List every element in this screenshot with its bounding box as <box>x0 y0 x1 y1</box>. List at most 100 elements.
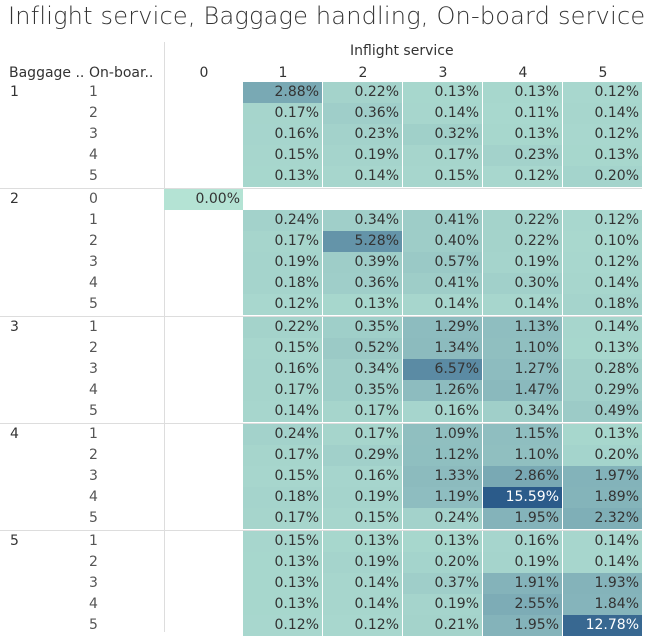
heatmap-cell[interactable]: 0.13% <box>243 573 322 594</box>
heatmap-cell[interactable]: 0.14% <box>563 317 642 338</box>
heatmap-cell[interactable]: 0.12% <box>563 82 642 103</box>
heatmap-cell[interactable]: 0.15% <box>403 166 482 187</box>
heatmap-cell[interactable]: 0.14% <box>483 294 562 315</box>
heatmap-cell[interactable]: 0.13% <box>323 294 402 315</box>
heatmap-cell[interactable]: 1.95% <box>483 508 562 529</box>
heatmap-cell[interactable]: 0.13% <box>243 166 322 187</box>
heatmap-cell[interactable]: 0.17% <box>243 103 322 124</box>
heatmap-cell[interactable]: 0.18% <box>563 294 642 315</box>
heatmap-cell[interactable]: 1.10% <box>483 338 562 359</box>
heatmap-cell[interactable]: 0.57% <box>403 252 482 273</box>
heatmap-cell[interactable]: 0.14% <box>403 103 482 124</box>
heatmap-cell[interactable]: 0.17% <box>243 508 322 529</box>
heatmap-cell[interactable]: 0.19% <box>403 594 482 615</box>
heatmap-cell[interactable]: 2.88% <box>243 82 322 103</box>
heatmap-cell[interactable]: 0.13% <box>483 124 562 145</box>
heatmap-cell[interactable]: 1.97% <box>563 466 642 487</box>
heatmap-cell[interactable]: 0.14% <box>563 531 642 552</box>
row-header-onboard[interactable]: On-boar.. <box>89 65 154 81</box>
heatmap-cell[interactable]: 0.14% <box>243 401 322 422</box>
heatmap-cell[interactable]: 2.32% <box>563 508 642 529</box>
heatmap-cell[interactable]: 0.22% <box>483 231 562 252</box>
heatmap-cell[interactable]: 0.35% <box>323 380 402 401</box>
heatmap-cell[interactable]: 0.13% <box>563 424 642 445</box>
heatmap-cell[interactable]: 0.14% <box>403 294 482 315</box>
heatmap-cell[interactable]: 1.47% <box>483 380 562 401</box>
heatmap-cell[interactable]: 0.19% <box>483 552 562 573</box>
heatmap-cell[interactable]: 0.17% <box>243 445 322 466</box>
heatmap-cell[interactable]: 0.13% <box>483 82 562 103</box>
heatmap-cell[interactable]: 0.19% <box>323 487 402 508</box>
heatmap-cell[interactable]: 1.13% <box>483 317 562 338</box>
heatmap-cell[interactable]: 0.39% <box>323 252 402 273</box>
heatmap-cell[interactable]: 0.22% <box>483 210 562 231</box>
heatmap-cell[interactable]: 0.15% <box>243 531 322 552</box>
heatmap-cell[interactable]: 0.12% <box>243 294 322 315</box>
heatmap-cell[interactable]: 0.14% <box>323 166 402 187</box>
heatmap-cell[interactable]: 0.13% <box>403 82 482 103</box>
heatmap-cell[interactable]: 0.13% <box>403 531 482 552</box>
heatmap-cell[interactable]: 1.84% <box>563 594 642 615</box>
heatmap-cell[interactable]: 0.11% <box>483 103 562 124</box>
heatmap-cell[interactable]: 0.13% <box>323 531 402 552</box>
heatmap-cell[interactable]: 0.00% <box>164 189 243 210</box>
heatmap-cell[interactable]: 6.57% <box>403 359 482 380</box>
heatmap-cell[interactable]: 0.23% <box>483 145 562 166</box>
heatmap-cell[interactable]: 0.52% <box>323 338 402 359</box>
heatmap-cell[interactable]: 1.26% <box>403 380 482 401</box>
heatmap-cell[interactable]: 0.17% <box>323 424 402 445</box>
heatmap-cell[interactable]: 1.33% <box>403 466 482 487</box>
heatmap-cell[interactable]: 0.12% <box>483 166 562 187</box>
heatmap-cell[interactable]: 0.19% <box>483 252 562 273</box>
heatmap-cell[interactable]: 0.14% <box>563 273 642 294</box>
heatmap-cell[interactable]: 1.27% <box>483 359 562 380</box>
heatmap-cell[interactable]: 0.17% <box>243 231 322 252</box>
heatmap-cell[interactable]: 0.35% <box>323 317 402 338</box>
heatmap-cell[interactable]: 15.59% <box>483 487 562 508</box>
heatmap-cell[interactable]: 0.30% <box>483 273 562 294</box>
heatmap-cell[interactable]: 0.14% <box>323 594 402 615</box>
heatmap-cell[interactable]: 0.13% <box>243 552 322 573</box>
heatmap-cell[interactable]: 0.12% <box>563 252 642 273</box>
heatmap-cell[interactable]: 0.28% <box>563 359 642 380</box>
heatmap-cell[interactable]: 12.78% <box>563 615 642 636</box>
heatmap-cell[interactable]: 0.41% <box>403 210 482 231</box>
heatmap-cell[interactable]: 1.09% <box>403 424 482 445</box>
heatmap-cell[interactable]: 1.34% <box>403 338 482 359</box>
heatmap-cell[interactable]: 0.19% <box>243 252 322 273</box>
heatmap-cell[interactable]: 1.12% <box>403 445 482 466</box>
row-header-baggage[interactable]: Baggage .. <box>9 65 85 81</box>
heatmap-cell[interactable]: 0.16% <box>243 124 322 145</box>
heatmap-cell[interactable]: 0.22% <box>243 317 322 338</box>
heatmap-cell[interactable]: 2.86% <box>483 466 562 487</box>
heatmap-cell[interactable]: 0.34% <box>323 359 402 380</box>
heatmap-cell[interactable]: 0.22% <box>323 82 402 103</box>
heatmap-cell[interactable]: 0.32% <box>403 124 482 145</box>
heatmap-cell[interactable]: 0.20% <box>563 166 642 187</box>
heatmap-cell[interactable]: 0.15% <box>243 466 322 487</box>
heatmap-cell[interactable]: 0.13% <box>243 594 322 615</box>
heatmap-cell[interactable]: 0.19% <box>323 552 402 573</box>
heatmap-cell[interactable]: 0.13% <box>563 338 642 359</box>
heatmap-cell[interactable]: 0.16% <box>483 531 562 552</box>
heatmap-cell[interactable]: 0.40% <box>403 231 482 252</box>
heatmap-cell[interactable]: 0.36% <box>323 103 402 124</box>
heatmap-cell[interactable]: 0.49% <box>563 401 642 422</box>
heatmap-cell[interactable]: 1.89% <box>563 487 642 508</box>
heatmap-cell[interactable]: 0.14% <box>563 103 642 124</box>
heatmap-cell[interactable]: 0.29% <box>323 445 402 466</box>
heatmap-cell[interactable]: 0.12% <box>243 615 322 636</box>
heatmap-cell[interactable]: 1.10% <box>483 445 562 466</box>
heatmap-cell[interactable]: 0.34% <box>323 210 402 231</box>
heatmap-cell[interactable]: 0.24% <box>403 508 482 529</box>
heatmap-cell[interactable]: 1.91% <box>483 573 562 594</box>
heatmap-cell[interactable]: 0.16% <box>403 401 482 422</box>
heatmap-cell[interactable]: 0.24% <box>243 424 322 445</box>
heatmap-cell[interactable]: 0.12% <box>563 210 642 231</box>
heatmap-cell[interactable]: 0.16% <box>323 466 402 487</box>
heatmap-cell[interactable]: 0.36% <box>323 273 402 294</box>
heatmap-cell[interactable]: 1.15% <box>483 424 562 445</box>
heatmap-cell[interactable]: 0.24% <box>243 210 322 231</box>
heatmap-cell[interactable]: 0.20% <box>563 445 642 466</box>
heatmap-cell[interactable]: 0.14% <box>323 573 402 594</box>
